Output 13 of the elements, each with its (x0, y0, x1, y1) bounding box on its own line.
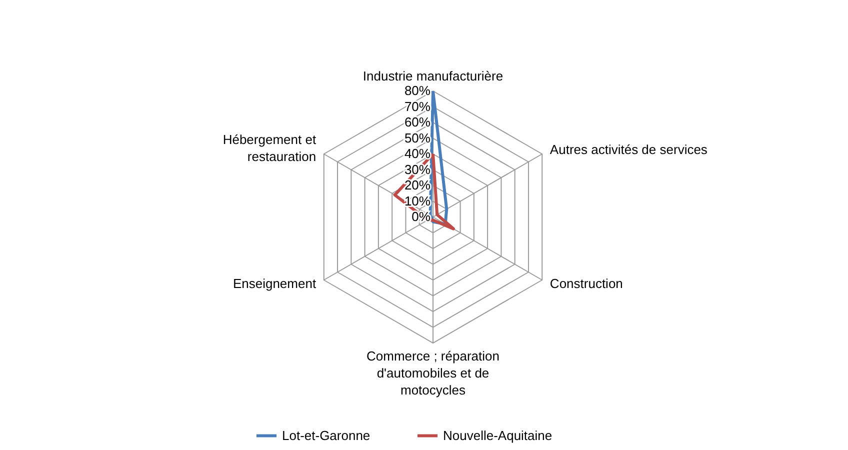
legend-label: Lot-et-Garonne (282, 428, 370, 443)
spoke-label: Industrie manufacturière (362, 68, 504, 84)
y-tick-label: 60% (404, 114, 431, 130)
y-tick-label: 40% (404, 146, 431, 161)
legend-label: Nouvelle-Aquitaine (443, 428, 552, 443)
y-tick-label: 70% (404, 98, 431, 114)
spoke-label: Commerce ; réparation d'automobiles et de motocycles (366, 348, 500, 398)
spoke-label: Construction (550, 276, 623, 291)
y-tick-label: 80% (404, 83, 431, 98)
spoke-label: Enseignement (232, 276, 316, 291)
spoke-label: Autres activités de services (550, 142, 708, 158)
spoke-label: Hébergement et restauration (222, 132, 316, 164)
y-tick-label: 50% (404, 130, 431, 146)
